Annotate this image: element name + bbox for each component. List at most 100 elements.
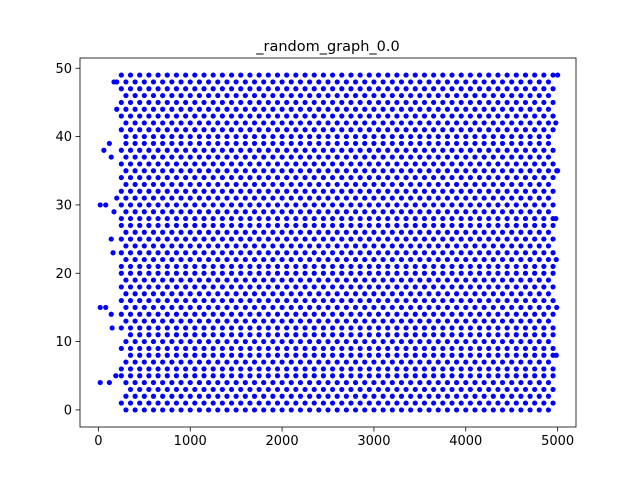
data-point-360: [380, 359, 386, 365]
data-point-115: [307, 393, 313, 399]
data-point-2192: [169, 92, 175, 99]
data-point-1447: [329, 202, 336, 208]
data-point-2367: [458, 72, 464, 78]
data-point-1787: [380, 154, 386, 160]
data-point-1948: [118, 127, 124, 133]
data-point-908: [187, 277, 193, 283]
data-point-1793: [435, 154, 441, 160]
data-point-513: [481, 338, 487, 345]
data-point-129: [435, 393, 441, 399]
data-point-414: [449, 352, 455, 358]
data-point-632: [270, 318, 276, 324]
data-point-1938: [463, 133, 469, 140]
data-point-2074: [403, 113, 409, 119]
data-point-1286: [164, 222, 170, 229]
data-point-286: [137, 366, 143, 372]
data-point-1108: [274, 250, 281, 256]
data-point-1121: [394, 250, 400, 256]
data-point-733: [325, 304, 331, 311]
data-point-806: [123, 291, 129, 297]
data-point-2034: [472, 120, 478, 126]
data-point-1592: [343, 181, 349, 188]
data-point-1853: [550, 147, 556, 153]
data-point-379: [127, 352, 134, 358]
data-point-1640: [348, 174, 354, 181]
data-point-1674: [224, 168, 230, 174]
data-point-777: [293, 297, 299, 304]
data-point-2272: [467, 86, 473, 92]
data-point-1454: [394, 202, 400, 208]
data-point-1190: [155, 236, 161, 242]
data-point-1722: [219, 161, 225, 167]
data-point-1969: [311, 127, 317, 133]
data-point-921: [307, 277, 313, 283]
data-point-198: [205, 379, 212, 386]
data-point-2132: [490, 106, 496, 112]
data-point-2385: [106, 379, 112, 386]
data-point-590: [320, 325, 327, 331]
data-point-870: [274, 284, 281, 290]
data-point-1843: [458, 147, 464, 153]
data-point-748: [463, 304, 469, 311]
data-point-518: [527, 338, 533, 345]
data-point-721: [215, 304, 221, 311]
data-point-95: [123, 393, 129, 399]
data-point-552: [412, 332, 418, 338]
data-point-39: [481, 407, 487, 413]
data-point-939: [472, 277, 478, 283]
data-point-724: [242, 304, 248, 311]
data-point-831: [352, 291, 359, 297]
data-point-1486: [242, 195, 248, 201]
data-point-2020: [343, 120, 349, 126]
data-point-1127: [449, 250, 455, 256]
data-point-1303: [320, 222, 327, 229]
data-point-2127: [444, 106, 451, 112]
data-point-501: [371, 338, 377, 345]
data-point-1962: [247, 127, 253, 133]
data-point-2332: [137, 72, 143, 78]
data-point-1050: [178, 256, 184, 263]
data-point-366: [435, 359, 441, 365]
data-point-214: [352, 379, 359, 386]
data-point-701: [467, 311, 473, 317]
data-point-1618: [146, 174, 152, 181]
data-point-1451: [366, 202, 372, 208]
data-point-797: [476, 297, 483, 304]
data-point-1782: [334, 154, 340, 160]
data-point-807: [132, 291, 138, 297]
data-point-2396: [554, 168, 560, 174]
data-point-1499: [362, 195, 368, 201]
data-point-639: [334, 318, 340, 324]
data-point-1736: [348, 161, 354, 167]
data-point-838: [417, 291, 423, 297]
data-point-1106: [256, 250, 262, 256]
data-point-702: [476, 311, 483, 317]
data-point-2010: [251, 120, 258, 126]
data-point-321: [458, 366, 464, 372]
data-point-2256: [320, 86, 327, 92]
data-point-694: [403, 311, 409, 317]
data-point-1817: [219, 147, 225, 153]
data-point-411: [421, 352, 428, 358]
data-point-2093: [132, 106, 138, 112]
data-point-440: [247, 345, 253, 352]
data-point-927: [362, 277, 368, 283]
data-point-2305: [325, 79, 331, 85]
data-point-1686: [334, 168, 340, 174]
data-point-2294: [224, 79, 230, 85]
data-point-789: [403, 297, 409, 304]
data-point-889: [449, 284, 455, 290]
data-point-20: [307, 407, 313, 413]
data-point-1503: [398, 195, 405, 201]
data-point-452: [357, 345, 363, 352]
data-point-1558: [467, 188, 473, 194]
data-point-648: [417, 318, 423, 324]
data-point-2245: [219, 86, 225, 92]
data-point-476: [141, 338, 147, 345]
data-point-2141: [137, 99, 143, 106]
data-point-2315: [417, 79, 423, 85]
data-point-2092: [123, 106, 129, 112]
data-point-620: [160, 318, 166, 324]
data-point-1041: [532, 263, 538, 270]
